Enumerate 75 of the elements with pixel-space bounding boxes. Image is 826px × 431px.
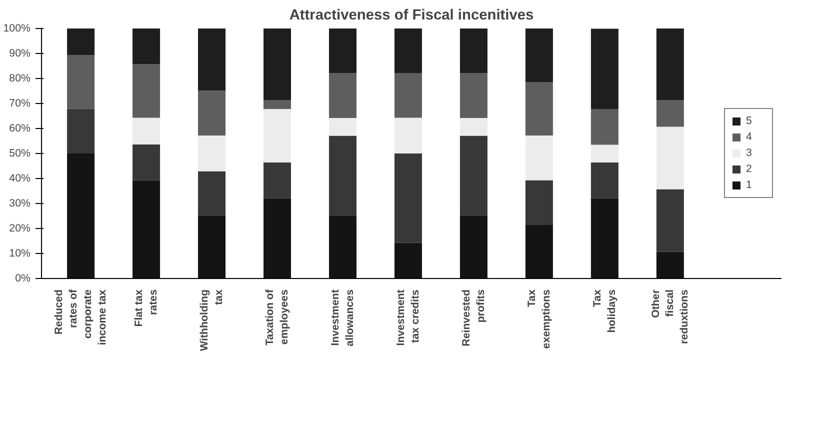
bar bbox=[525, 28, 553, 82]
y-tick-label: 90% bbox=[9, 48, 32, 60]
bar bbox=[132, 64, 160, 118]
bar bbox=[132, 28, 160, 64]
bar bbox=[394, 242, 422, 278]
x-tick-label: Investment tax credits bbox=[395, 289, 422, 346]
bar bbox=[198, 90, 226, 136]
bar bbox=[67, 154, 95, 278]
bar bbox=[656, 252, 684, 278]
y-tick-label: 50% bbox=[9, 148, 32, 160]
bar bbox=[394, 118, 422, 154]
bar bbox=[67, 28, 95, 56]
legend-label: 2 bbox=[746, 163, 753, 175]
bar bbox=[590, 28, 618, 109]
bar bbox=[264, 109, 292, 162]
y-tick-label: 70% bbox=[9, 98, 32, 110]
y-tick-label: 80% bbox=[9, 72, 32, 84]
bar bbox=[328, 73, 356, 118]
bar bbox=[132, 118, 160, 144]
bar bbox=[525, 136, 553, 180]
bar bbox=[132, 144, 160, 180]
bar bbox=[394, 73, 422, 118]
x-tick-label: Other fiscal reduxtions bbox=[650, 289, 691, 344]
y-tick-label: 10% bbox=[9, 248, 32, 260]
bar bbox=[656, 126, 684, 190]
bar bbox=[460, 136, 488, 216]
bar bbox=[328, 216, 356, 278]
bar bbox=[264, 162, 292, 198]
bar bbox=[394, 154, 422, 243]
bar bbox=[656, 189, 684, 252]
chart-title: Attractiveness of Fiscal incenitives bbox=[289, 8, 534, 24]
bar bbox=[67, 55, 95, 109]
legend-label: 4 bbox=[746, 131, 753, 143]
bar bbox=[525, 82, 553, 136]
x-tick-label: Investment allowances bbox=[330, 289, 356, 346]
bar bbox=[460, 28, 488, 74]
bar bbox=[198, 216, 226, 278]
bar bbox=[460, 216, 488, 278]
x-tick-label: Reduced rates of corporate income tax bbox=[53, 289, 108, 346]
x-tick-label: Tax exemptions bbox=[526, 289, 552, 349]
bar bbox=[328, 136, 356, 216]
bar bbox=[460, 118, 488, 136]
bar bbox=[67, 108, 95, 154]
y-tick-label: 60% bbox=[9, 122, 32, 134]
bar bbox=[460, 73, 488, 118]
legend-label: 3 bbox=[746, 147, 753, 159]
y-tick-label: 100% bbox=[3, 22, 32, 34]
bar bbox=[328, 28, 356, 74]
y-tick-label: 20% bbox=[9, 222, 32, 234]
bar bbox=[590, 109, 618, 145]
y-tick-label: 40% bbox=[9, 172, 32, 184]
bar bbox=[264, 198, 292, 278]
y-tick-label: 30% bbox=[9, 198, 32, 210]
bar bbox=[198, 136, 226, 172]
bar bbox=[264, 100, 292, 109]
bar bbox=[656, 100, 684, 127]
bar bbox=[590, 162, 618, 198]
bar bbox=[264, 28, 292, 100]
bar bbox=[525, 180, 553, 225]
y-tick-label: 0% bbox=[15, 272, 32, 284]
bar bbox=[656, 28, 684, 100]
bar bbox=[590, 198, 618, 278]
bar bbox=[198, 28, 226, 91]
bar bbox=[328, 118, 356, 136]
x-tick-label: Withholding tax bbox=[198, 289, 225, 351]
x-tick-label: Flat tax rates bbox=[133, 289, 160, 327]
bar bbox=[525, 225, 553, 278]
x-tick-label: Reinvested profits bbox=[460, 289, 487, 346]
bar bbox=[394, 28, 422, 73]
legend-label: 5 bbox=[746, 115, 753, 127]
x-tick-label: Tax holidays bbox=[591, 289, 618, 333]
legend-label: 1 bbox=[746, 179, 753, 191]
bar bbox=[132, 180, 160, 278]
bar bbox=[590, 144, 618, 162]
bar bbox=[198, 171, 226, 216]
